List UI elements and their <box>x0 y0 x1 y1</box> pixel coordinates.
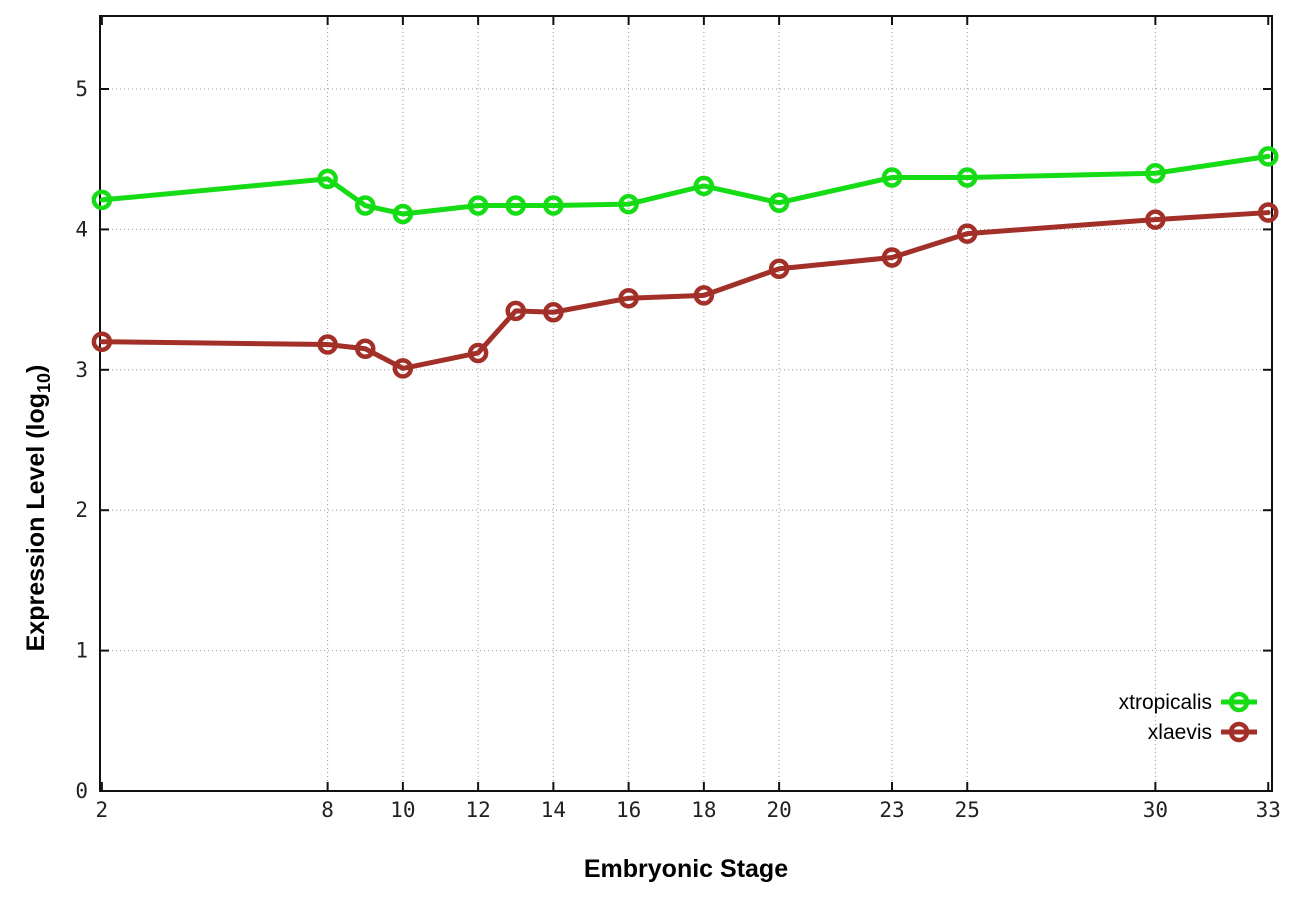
x-tick-label: 23 <box>879 798 904 822</box>
y-tick-label: 5 <box>75 77 88 101</box>
data-point-xlaevis <box>693 285 715 306</box>
data-point-xtropicalis <box>467 195 489 216</box>
legend-sample-marker-xtropicalis <box>1228 691 1250 713</box>
data-point-xtropicalis <box>91 189 113 211</box>
data-point-xtropicalis <box>1145 162 1166 184</box>
x-tick-label: 33 <box>1256 798 1281 822</box>
data-point-xlaevis <box>956 223 978 244</box>
x-tick-label: 16 <box>616 798 641 822</box>
data-point-xtropicalis <box>956 167 978 188</box>
x-tick-label: 8 <box>321 798 334 822</box>
x-tick-label: 18 <box>691 798 716 822</box>
data-point-xtropicalis <box>768 192 790 213</box>
data-point-xtropicalis <box>881 167 903 188</box>
y-tick-label: 4 <box>75 217 88 241</box>
x-tick-label: 2 <box>96 798 109 822</box>
x-tick-label: 20 <box>766 798 791 822</box>
y-tick-label: 1 <box>75 639 88 663</box>
data-point-xtropicalis <box>317 168 338 190</box>
plot-border <box>99 15 1273 792</box>
y-tick-label: 2 <box>75 498 88 522</box>
data-point-xlaevis <box>505 300 526 322</box>
data-point-xtropicalis <box>693 175 715 197</box>
data-point-xlaevis <box>881 247 903 268</box>
data-point-xlaevis <box>618 287 639 309</box>
data-point-xlaevis <box>355 338 376 359</box>
data-point-xlaevis <box>543 301 564 323</box>
data-point-xlaevis <box>91 331 113 352</box>
legend-label-xlaevis: xlaevis <box>1148 721 1212 744</box>
data-point-xlaevis <box>1257 202 1279 223</box>
data-point-xlaevis <box>317 334 338 355</box>
x-tick-label: 14 <box>541 798 566 822</box>
data-point-xtropicalis <box>618 193 639 215</box>
data-point-xtropicalis <box>355 195 376 216</box>
y-tick-label: 3 <box>75 358 88 382</box>
legend-sample-marker-xlaevis <box>1228 721 1250 743</box>
x-axis-title: Embryonic Stage <box>584 855 788 883</box>
data-point-xlaevis <box>392 358 414 379</box>
x-tick-label: 12 <box>465 798 490 822</box>
data-point-xlaevis <box>768 258 790 279</box>
data-point-xlaevis <box>467 342 489 364</box>
y-axis-title: Expression Level (log10) <box>22 365 54 652</box>
data-point-xtropicalis <box>392 203 414 225</box>
data-point-xtropicalis <box>505 195 526 216</box>
x-tick-label: 10 <box>390 798 415 822</box>
data-point-xlaevis <box>1145 209 1166 230</box>
y-tick-label: 0 <box>75 779 88 803</box>
legend-label-xtropicalis: xtropicalis <box>1119 691 1212 714</box>
x-tick-label: 25 <box>955 798 980 822</box>
x-tick-label: 30 <box>1143 798 1168 822</box>
data-point-xtropicalis <box>1257 146 1279 167</box>
data-point-xtropicalis <box>543 195 564 216</box>
